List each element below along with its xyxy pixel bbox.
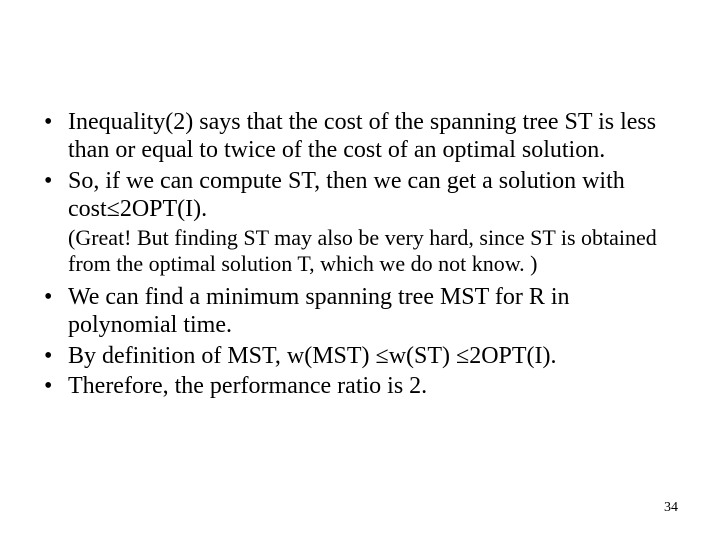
bullet-dot-icon: • (44, 342, 52, 370)
bullet-item-4: • By definition of MST, w(MST) ≤w(ST) ≤2… (40, 342, 680, 370)
bullet-dot-icon: • (44, 283, 52, 311)
bullet-text-1: Inequality(2) says that the cost of the … (68, 109, 656, 163)
bullet-item-5: • Therefore, the performance ratio is 2. (40, 372, 680, 400)
page-number: 34 (664, 500, 678, 516)
bullet-text-4: By definition of MST, w(MST) ≤w(ST) ≤2OP… (68, 343, 557, 369)
bullet-dot-icon: • (44, 108, 52, 136)
bullet-dot-icon: • (44, 372, 52, 400)
bullet-item-3: • We can find a minimum spanning tree MS… (40, 283, 680, 340)
bullet-item-1: • Inequality(2) says that the cost of th… (40, 108, 680, 165)
bullet-text-3: We can find a minimum spanning tree MST … (68, 284, 570, 338)
bullet-2-subnote: (Great! But finding ST may also be very … (40, 225, 680, 277)
bullet-text-2: So, if we can compute ST, then we can ge… (68, 168, 625, 222)
bullet-dot-icon: • (44, 167, 52, 195)
bullet-item-2: • So, if we can compute ST, then we can … (40, 167, 680, 224)
bullet-list: • Inequality(2) says that the cost of th… (40, 108, 680, 400)
bullet-text-5: Therefore, the performance ratio is 2. (68, 373, 427, 399)
slide-body: • Inequality(2) says that the cost of th… (0, 0, 720, 540)
